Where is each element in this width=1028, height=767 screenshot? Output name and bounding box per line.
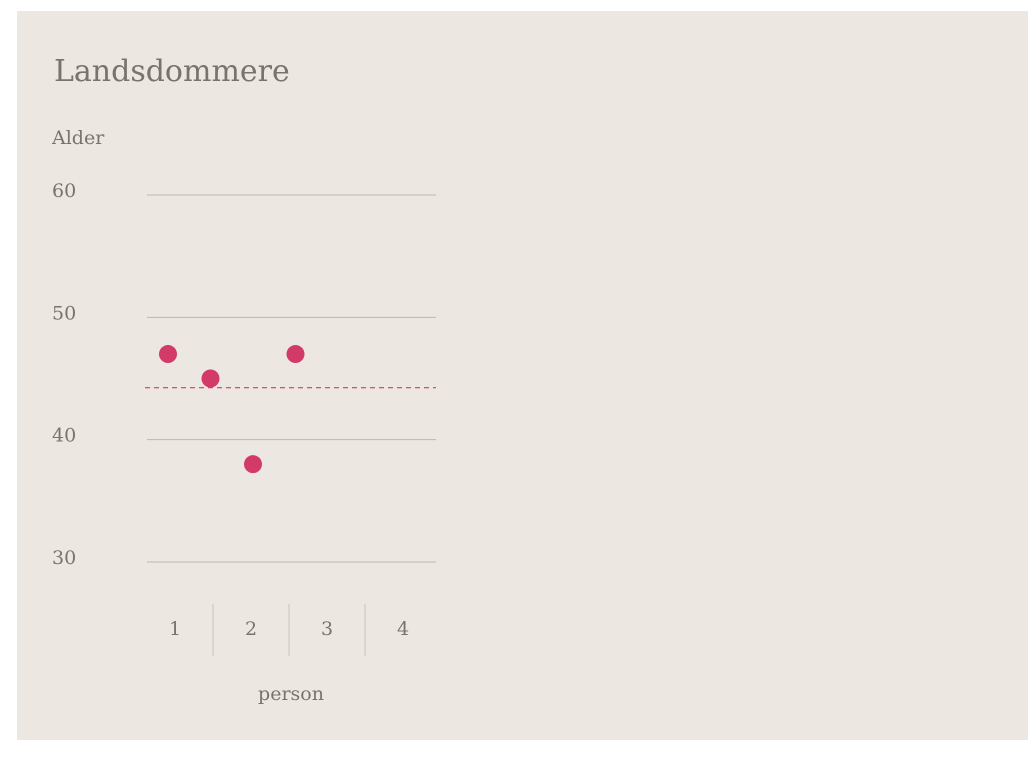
x-axis-label: person [258,683,324,705]
dot [286,345,305,364]
dot [159,345,177,364]
x-tick-label: 3 [321,618,333,640]
y-tick-label: 60 [52,180,76,202]
dot [244,455,262,474]
y-tick-label: 40 [52,425,76,447]
x-tick-label: 4 [397,618,409,640]
y-axis-label: Alder [51,127,105,149]
x-tick-label: 2 [245,618,257,640]
y-tick-label: 30 [52,547,76,569]
panel-background [17,11,1028,740]
x-tick-label: 1 [169,618,181,640]
y-tick-label: 50 [52,302,76,324]
dot [201,369,220,388]
chart-title: Landsdommere [54,54,290,89]
